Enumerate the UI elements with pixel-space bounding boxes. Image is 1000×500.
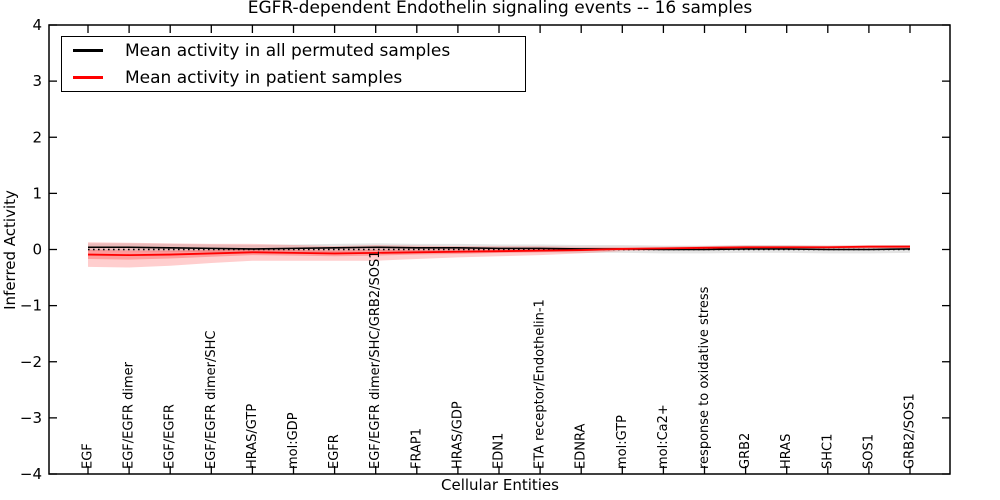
y-axis-label: Inferred Activity	[1, 190, 19, 310]
legend: Mean activity in all permuted samples Me…	[61, 36, 526, 92]
y-tick-label: 2	[32, 128, 42, 146]
x-tick-label: GRB2	[738, 433, 753, 469]
x-tick-label: ETA receptor/Endothelin-1	[533, 299, 548, 469]
legend-row-permuted: Mean activity in all permuted samples	[73, 37, 525, 64]
y-tick-label: −1	[20, 297, 42, 315]
permuted-mean-line	[88, 246, 911, 251]
x-tick-label: EDN1	[492, 433, 507, 469]
x-tick-label: HRAS	[779, 434, 794, 469]
legend-label-permuted: Mean activity in all permuted samples	[125, 40, 451, 61]
x-tick-label: mol:GDP	[286, 412, 301, 469]
x-tick-label: mol:Ca2+	[656, 404, 671, 469]
x-tick-label: EGF	[81, 443, 96, 469]
legend-row-patient: Mean activity in patient samples	[73, 64, 525, 91]
x-tick-label: EGF/EGFR	[163, 404, 178, 469]
permuted-line-swatch	[73, 49, 103, 52]
x-tick-label: HRAS/GDP	[450, 401, 465, 469]
y-tick-label: −2	[20, 353, 42, 371]
x-tick-label: response to oxidative stress	[697, 286, 712, 469]
patient-mean-line	[87, 245, 910, 257]
y-tick-label: −3	[20, 409, 42, 427]
y-tick-label: 1	[32, 184, 42, 202]
x-tick-label: EGF/EGFR dimer/SHC/GRB2/SOS1	[368, 251, 383, 470]
x-tick-label: mol:GTP	[615, 415, 630, 469]
chart-title: EGFR-dependent Endothelin signaling even…	[247, 0, 753, 18]
y-tick-label: 3	[32, 72, 42, 90]
x-tick-label: SHC1	[820, 434, 835, 469]
x-tick-label: HRAS/GTP	[245, 404, 260, 469]
x-tick-label: SOS1	[861, 434, 876, 469]
x-tick-label: EGFR	[327, 434, 342, 469]
x-tick-label: EDNRA	[574, 424, 589, 469]
patient-line-swatch	[73, 76, 103, 79]
x-tick-label: GRB2/SOS1	[903, 393, 918, 469]
x-tick-label: EGF/EGFR dimer	[122, 361, 137, 469]
legend-label-patient: Mean activity in patient samples	[125, 67, 403, 88]
x-tick-label: FRAP1	[409, 428, 424, 469]
x-axis-label: Cellular Entities	[441, 476, 559, 494]
y-tick-label: 0	[32, 241, 42, 259]
y-tick-label: −4	[20, 465, 42, 483]
x-tick-label: EGF/EGFR dimer/SHC	[204, 331, 219, 469]
y-tick-label: 4	[32, 16, 42, 34]
